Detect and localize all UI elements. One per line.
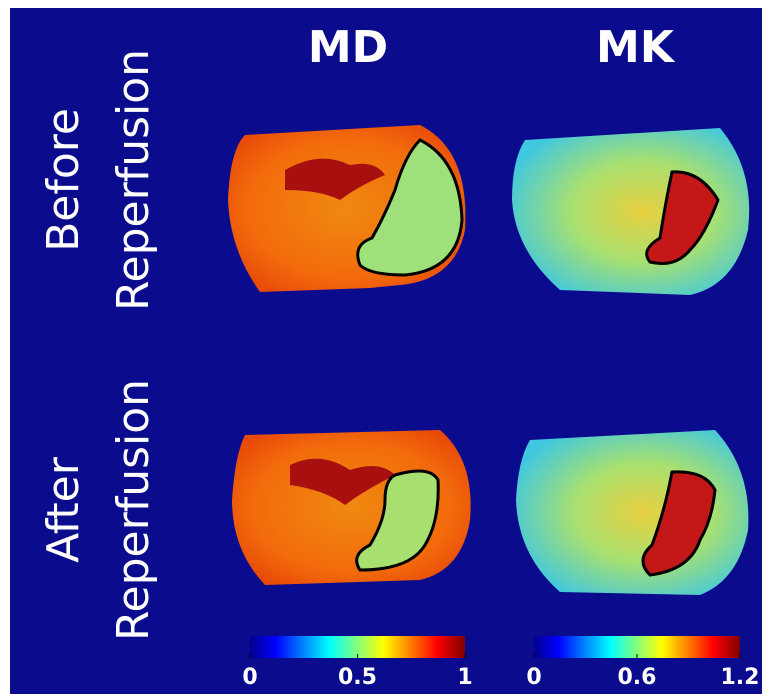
- colorbar-tick-label: 1.2: [721, 665, 760, 690]
- colorbar-tick-label: 1: [457, 665, 472, 690]
- row-label: Before: [38, 108, 89, 252]
- row-label: Reperfusion: [108, 379, 159, 641]
- md-after-map: [232, 430, 471, 585]
- mk-after-map: [516, 430, 748, 595]
- colorbar-tick-label: 0: [242, 665, 257, 690]
- colorbar-tick-label: 0: [526, 665, 541, 690]
- column-title: MK: [596, 22, 676, 73]
- row-label: After: [38, 456, 89, 563]
- figure: MD MK Before Reperfusion After Reperfusi…: [0, 0, 770, 694]
- mk-before-map: [512, 128, 749, 295]
- md-before-map: [228, 125, 465, 292]
- row-label: Reperfusion: [108, 49, 159, 311]
- colorbar-tick-label: 0.6: [618, 665, 657, 690]
- column-title: MD: [308, 22, 388, 73]
- page: {"columns": [ {"title": "MD", "colorbar"…: [0, 0, 770, 694]
- colorbar-tick-label: 0.5: [338, 665, 377, 690]
